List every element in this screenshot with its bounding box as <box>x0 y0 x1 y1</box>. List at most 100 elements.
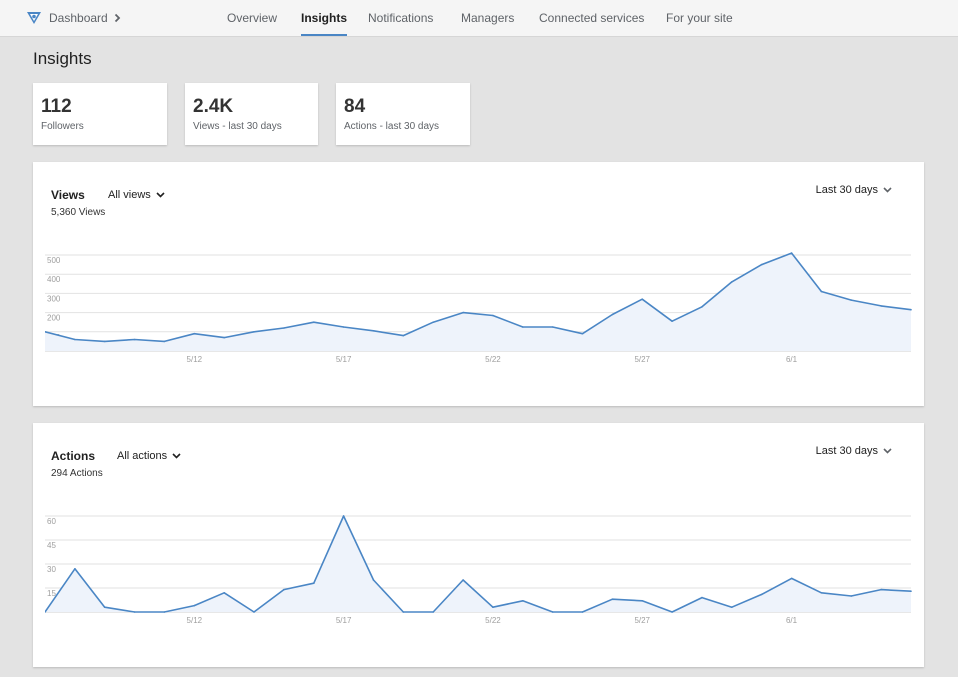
data-point <box>492 314 494 317</box>
data-point <box>372 330 375 332</box>
series-line <box>45 252 912 343</box>
chevron-down-icon <box>883 187 892 193</box>
data-point <box>402 334 405 337</box>
stat-card-followers: 112 Followers <box>33 83 167 145</box>
stat-label: Followers <box>41 121 84 132</box>
views-card: Views All views 5,360 Views Last 30 days… <box>33 162 924 406</box>
data-point <box>880 305 882 307</box>
y-tick-label: 15 <box>47 589 56 598</box>
tab-managers[interactable]: Managers <box>461 11 515 25</box>
data-point <box>223 592 225 594</box>
tab-notifications[interactable]: Notifications <box>368 11 434 25</box>
data-point <box>581 611 584 613</box>
data-point <box>313 582 315 584</box>
data-point <box>283 327 285 329</box>
page-title: Insights <box>33 49 92 68</box>
data-point <box>193 332 196 335</box>
x-tick-label: 5/12 <box>187 355 203 364</box>
x-tick-label: 5/17 <box>336 616 352 625</box>
data-point <box>611 313 614 316</box>
chevron-down-icon <box>883 448 892 454</box>
data-point <box>342 515 345 517</box>
data-point <box>253 331 255 333</box>
data-point <box>820 592 823 594</box>
chevron-down-icon <box>156 192 165 198</box>
tab-overview[interactable]: Overview <box>227 11 278 25</box>
stat-label: Views - last 30 days <box>193 121 282 132</box>
x-tick-label: 6/1 <box>786 616 798 625</box>
data-point <box>45 331 46 333</box>
stat-value: 2.4K <box>193 96 234 117</box>
breadcrumb-label: Dashboard <box>49 11 108 25</box>
series-line <box>45 515 912 613</box>
y-tick-label: 200 <box>47 314 61 323</box>
y-tick-label: 400 <box>47 275 61 284</box>
chevron-down-icon <box>172 453 181 459</box>
data-point <box>820 290 823 293</box>
x-tick-label: 5/22 <box>485 355 501 364</box>
views-filter-label: All views <box>108 189 151 201</box>
actions-card-title: Actions <box>51 449 96 463</box>
x-tick-label: 5/27 <box>634 616 650 625</box>
y-tick-label: 60 <box>47 517 56 526</box>
x-tick-label: 5/17 <box>336 355 352 364</box>
data-point <box>581 332 584 335</box>
data-point <box>462 311 464 314</box>
tab-connected-services[interactable]: Connected services <box>539 11 645 25</box>
views-range-dropdown[interactable]: Last 30 days <box>816 184 892 196</box>
data-point <box>402 611 405 613</box>
actions-card: Actions All actions 294 Actions Last 30 … <box>33 423 924 667</box>
data-point <box>611 598 614 600</box>
data-point <box>432 321 435 323</box>
data-point <box>253 611 255 613</box>
stat-value: 112 <box>41 96 72 117</box>
actions-range-label: Last 30 days <box>815 445 878 457</box>
views-line-chart: 1002003004005005/125/175/225/276/1 <box>45 252 912 364</box>
actions-filter-label: All actions <box>117 450 168 462</box>
data-point <box>731 606 733 608</box>
stat-card-views: 2.4K Views - last 30 days <box>185 83 318 145</box>
data-point <box>701 596 703 599</box>
data-point <box>850 299 853 301</box>
tab-for-your-site[interactable]: For your site <box>666 11 733 25</box>
data-point <box>462 579 464 581</box>
data-point <box>641 298 643 300</box>
data-point <box>731 281 733 283</box>
breadcrumb-dashboard[interactable]: Dashboard <box>26 0 121 36</box>
x-tick-label: 6/1 <box>786 355 798 364</box>
actions-range-dropdown[interactable]: Last 30 days <box>816 445 892 457</box>
data-point <box>760 593 763 596</box>
data-point <box>133 338 136 341</box>
chevron-right-icon <box>114 13 120 23</box>
y-tick-label: 45 <box>47 541 56 550</box>
data-point <box>133 611 136 613</box>
x-tick-label: 5/22 <box>485 616 501 625</box>
series-area <box>45 253 911 351</box>
data-point <box>641 600 643 602</box>
data-point <box>910 308 912 311</box>
data-point <box>671 611 673 613</box>
data-point <box>910 590 912 592</box>
actions-filter-dropdown[interactable]: All actions <box>117 450 181 462</box>
data-point <box>223 336 225 339</box>
data-point <box>103 606 106 608</box>
business-logo-icon <box>27 12 41 24</box>
data-point <box>283 588 285 591</box>
data-point <box>74 338 76 341</box>
data-point <box>551 611 554 613</box>
data-point <box>671 320 673 322</box>
data-point <box>492 606 494 608</box>
tab-insights[interactable]: Insights <box>301 0 348 36</box>
actions-total: 294 Actions <box>51 468 103 479</box>
top-nav-bar: Dashboard Overview Insights Notification… <box>0 0 958 37</box>
data-point <box>193 604 196 607</box>
data-point <box>432 611 435 613</box>
data-point <box>551 326 554 328</box>
views-filter-dropdown[interactable]: All views <box>108 189 165 201</box>
data-point <box>701 306 703 308</box>
data-point <box>163 340 166 343</box>
data-point <box>880 588 882 591</box>
data-point <box>74 568 76 570</box>
data-point <box>790 577 793 580</box>
data-point <box>790 252 793 254</box>
